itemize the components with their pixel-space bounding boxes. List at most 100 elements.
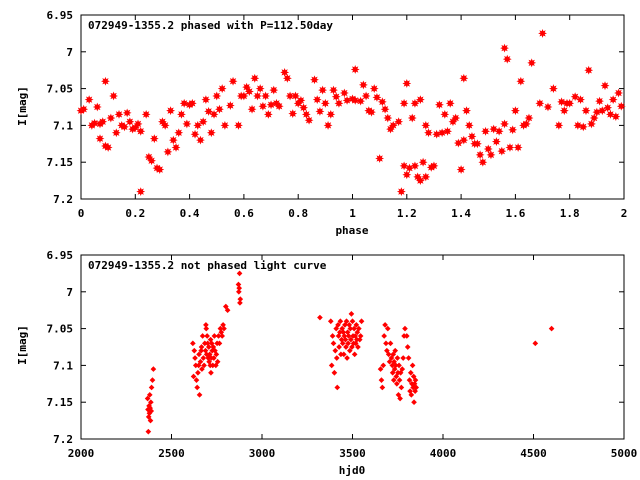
unphased-data-point (199, 333, 206, 339)
phased-data-point (497, 146, 507, 156)
unphased-data-point (236, 270, 243, 277)
unphased-data-point (327, 318, 334, 325)
unphased-data-point (339, 340, 346, 347)
unphased-x-tick-label: 2000 (68, 447, 95, 460)
unphased-data-point (332, 347, 339, 354)
unphased-data-point (237, 296, 244, 302)
unphased-data-point (411, 399, 417, 406)
phased-data-point (201, 95, 211, 105)
unphased-data-point (391, 358, 397, 365)
phased-data-point (445, 98, 455, 108)
unphased-data-point (379, 384, 386, 391)
phased-data-point (396, 187, 406, 197)
phased-y-tick-label: 7.05 (47, 83, 74, 96)
phased-y-tick-label: 6.95 (47, 9, 74, 22)
phased-data-point (329, 85, 338, 95)
unphased-data-point (349, 318, 356, 325)
unphased-data-point (145, 414, 152, 420)
phased-x-tick-label: 1.2 (397, 207, 417, 220)
unphased-data-point (236, 285, 243, 291)
phased-data-point (508, 125, 518, 135)
phased-y-axis-label: I[mag] (16, 86, 29, 126)
unphased-data-point (206, 351, 213, 358)
unphased-x-tick-label: 2500 (158, 447, 185, 460)
phased-data-point (456, 165, 466, 174)
phased-data-point (301, 109, 311, 119)
phased-data-point (114, 109, 124, 119)
unphased-data-point (336, 344, 342, 350)
phased-data-point (573, 120, 583, 130)
unphased-data-point (211, 333, 218, 339)
unphased-data-point (193, 377, 200, 383)
phased-data-point (174, 128, 184, 138)
unphased-data-point (343, 344, 349, 350)
phased-data-point (429, 161, 439, 171)
phased-data-point (125, 117, 135, 127)
phased-data-point (486, 150, 496, 160)
unphased-data-point (407, 369, 414, 376)
unphased-data-point (145, 428, 152, 435)
phased-data-point (432, 129, 442, 139)
phased-data-point (299, 103, 309, 113)
phased-data-point (592, 107, 602, 117)
phased-data-point (318, 85, 328, 95)
phased-data-point (516, 76, 526, 86)
phased-data-point (451, 113, 461, 123)
phased-data-point (323, 120, 333, 130)
phased-data-point (209, 109, 219, 119)
phased-plot-title: 072949-1355.2 phased with P=112.50day (88, 19, 333, 32)
phased-data-point (215, 104, 224, 114)
unphased-data-point (149, 377, 156, 383)
phased-data-point (603, 103, 613, 113)
unphased-data-point (346, 347, 353, 354)
phased-data-point (320, 98, 330, 108)
phased-data-point (565, 98, 575, 108)
phased-data-point (399, 98, 409, 108)
unphased-data-point (377, 366, 384, 372)
unphased-data-point (347, 325, 354, 332)
phased-data-point (269, 85, 279, 95)
phased-data-point (459, 73, 469, 83)
phased-data-point (369, 84, 379, 94)
phased-data-point (84, 95, 94, 105)
phased-data-point (282, 73, 292, 83)
unphased-data-point (148, 384, 155, 391)
phased-data-point (415, 176, 425, 186)
phased-data-point (521, 119, 531, 129)
phased-data-point (234, 120, 243, 130)
unphased-data-point (342, 336, 349, 343)
phased-data-point (312, 95, 322, 105)
unphased-data-point (351, 351, 358, 358)
unphased-data-point (357, 333, 364, 339)
unphased-x-tick-label: 3500 (339, 447, 366, 460)
phased-data-point (372, 93, 382, 102)
phased-y-tick-label: 7.15 (47, 156, 74, 169)
phased-data-point (179, 98, 189, 108)
unphased-data-point (192, 355, 198, 361)
unphased-data-point (389, 369, 396, 376)
unphased-y-tick-label: 7 (66, 286, 73, 299)
phased-x-tick-label: 1 (349, 207, 356, 220)
unphased-data-point (333, 325, 340, 332)
phased-data-point (478, 157, 488, 167)
unphased-data-point (340, 351, 347, 358)
phased-data-point (356, 96, 366, 106)
phased-data-point (510, 106, 520, 116)
phased-data-point (597, 106, 607, 116)
phased-data-point (291, 91, 300, 101)
phased-x-tick-label: 0.6 (234, 207, 254, 220)
unphased-data-point (195, 362, 202, 369)
phased-data-point (339, 88, 349, 98)
unphased-data-point (335, 322, 341, 328)
phased-data-point (614, 88, 623, 98)
unphased-data-point (148, 408, 155, 414)
unphased-data-point (345, 333, 352, 339)
phased-data-point (434, 100, 444, 110)
unphased-data-point (337, 318, 344, 325)
phased-data-point (331, 92, 341, 102)
phased-data-point (334, 98, 344, 108)
phased-data-point (163, 147, 173, 157)
unphased-data-point (410, 373, 417, 380)
phased-data-point (266, 100, 276, 110)
phased-data-point (394, 117, 404, 127)
